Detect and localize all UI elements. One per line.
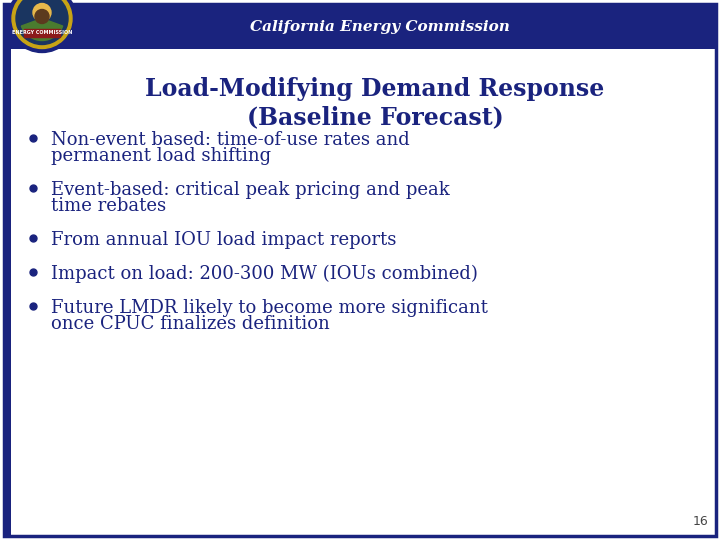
Circle shape (35, 10, 49, 24)
Bar (24, 29, 60, 37)
Wedge shape (22, 18, 63, 40)
Text: permanent load shifting: permanent load shifting (51, 147, 271, 165)
Text: 16: 16 (692, 515, 708, 528)
Text: Non-event based: time-of-use rates and: Non-event based: time-of-use rates and (51, 131, 410, 149)
Text: California Energy Commission: California Energy Commission (250, 19, 510, 33)
Text: (Baseline Forecast): (Baseline Forecast) (247, 105, 503, 129)
Circle shape (16, 0, 68, 44)
Text: ENERGY COMMISSION: ENERGY COMMISSION (12, 30, 72, 35)
Circle shape (12, 0, 72, 49)
Text: From annual IOU load impact reports: From annual IOU load impact reports (51, 231, 397, 249)
Text: Event-based: critical peak pricing and peak: Event-based: critical peak pricing and p… (51, 181, 450, 199)
Circle shape (8, 0, 76, 52)
Circle shape (33, 3, 51, 22)
FancyBboxPatch shape (4, 4, 716, 536)
Text: time rebates: time rebates (51, 197, 166, 215)
Text: Load-Modifying Demand Response: Load-Modifying Demand Response (145, 77, 605, 101)
Bar (4, 4, 716, 49)
Bar (4, 49, 11, 536)
Text: Future LMDR likely to become more significant: Future LMDR likely to become more signif… (51, 299, 488, 317)
Text: once CPUC finalizes definition: once CPUC finalizes definition (51, 315, 330, 333)
Text: Impact on load: 200-300 MW (IOUs combined): Impact on load: 200-300 MW (IOUs combine… (51, 265, 478, 284)
